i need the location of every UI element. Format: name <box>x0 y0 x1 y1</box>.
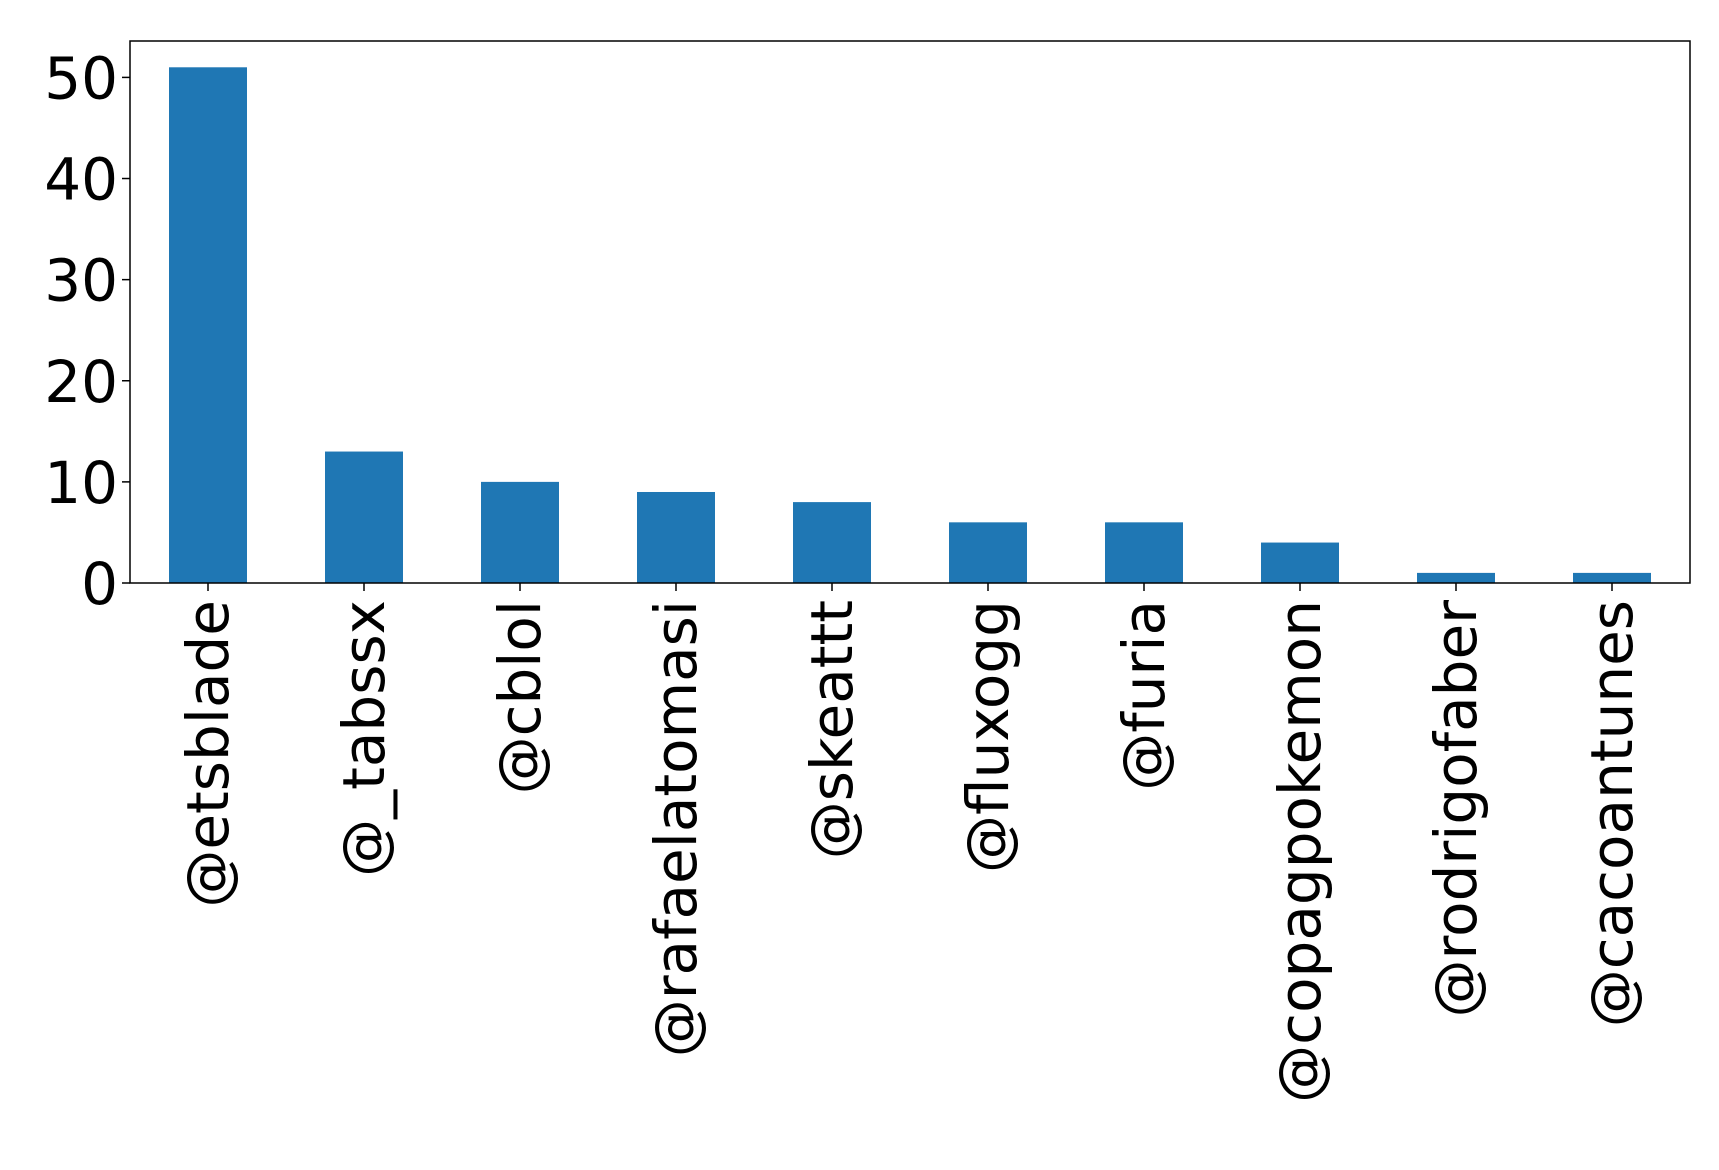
bar <box>1573 572 1651 583</box>
y-tick-label: 0 <box>81 550 118 618</box>
x-tick-label: @cblol <box>486 600 554 794</box>
plot-area-frame <box>129 40 1691 584</box>
bar <box>1261 542 1339 583</box>
x-tick-label: @skeattt <box>798 600 866 859</box>
bar <box>325 451 403 583</box>
bar <box>949 522 1027 583</box>
bar <box>481 481 559 583</box>
x-tick-label: @fluxogg <box>954 600 1022 873</box>
x-tick-label: @copagpokemon <box>1266 600 1334 1103</box>
x-tick-label: @cacoantunes <box>1578 600 1646 1027</box>
y-tick-label: 20 <box>44 348 118 416</box>
bar <box>169 67 247 584</box>
x-tick-label: @etsblade <box>174 600 242 908</box>
y-tick-label: 30 <box>44 247 118 315</box>
x-tick-label: @furia <box>1110 600 1178 791</box>
bar <box>1105 522 1183 583</box>
y-axis: 0 10 20 30 40 50 <box>44 44 130 618</box>
bar <box>793 502 871 583</box>
x-tick-label: @rafaelatomasi <box>642 600 710 1057</box>
bar <box>637 491 715 583</box>
y-tick-label: 40 <box>44 146 118 214</box>
x-tick-label: @_tabssx <box>330 600 398 877</box>
y-tick-label: 10 <box>44 449 118 517</box>
y-tick-label: 50 <box>44 44 118 112</box>
bars-layer <box>169 67 1651 584</box>
x-tick-label: @rodrigofaber <box>1422 600 1490 1018</box>
bar <box>1417 572 1495 583</box>
x-axis: @etsblade @_tabssx @cblol @rafaelatomasi @sk… <box>174 583 1646 1103</box>
